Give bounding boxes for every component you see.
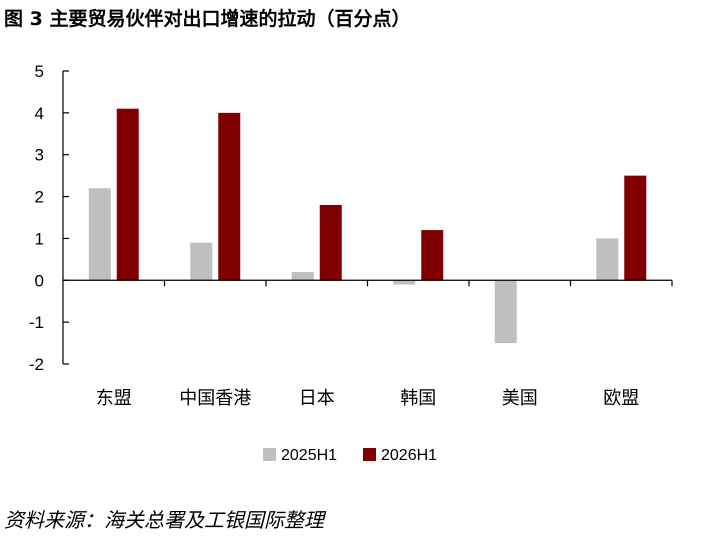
y-tick-label: 5 — [35, 62, 44, 81]
category-label: 欧盟 — [603, 388, 639, 409]
y-tick-label: 3 — [35, 146, 44, 165]
bar-2025H1-3 — [393, 280, 416, 285]
legend-label-2026H1: 2026H1 — [381, 447, 437, 464]
category-label: 韩国 — [400, 388, 436, 409]
y-tick-label: -1 — [29, 313, 44, 332]
bar-2026H1-2 — [319, 204, 342, 281]
bar-2026H1-0 — [116, 108, 139, 281]
category-label: 美国 — [502, 388, 538, 409]
legend-label-2025H1: 2025H1 — [281, 447, 337, 464]
legend-swatch-2025H1 — [263, 448, 276, 461]
bar-2026H1-1 — [218, 112, 241, 281]
y-tick-label: 0 — [35, 271, 44, 290]
source-note: 资料来源：海关总署及工银国际整理 — [4, 508, 324, 532]
bar-2025H1-1 — [190, 242, 213, 281]
category-label: 东盟 — [96, 388, 132, 409]
category-label: 中国香港 — [179, 388, 251, 409]
legend-swatch-2026H1 — [363, 448, 376, 461]
y-tick-label: 4 — [35, 104, 44, 123]
y-tick-label: -2 — [29, 355, 44, 374]
bar-2026H1-3 — [421, 230, 444, 281]
category-label: 日本 — [299, 388, 335, 409]
legend: 2025H1 2026H1 — [263, 447, 437, 464]
y-tick-label: 1 — [35, 229, 44, 248]
bar-2025H1-0 — [88, 188, 111, 281]
bar-2025H1-2 — [291, 271, 314, 281]
bar-2025H1-5 — [596, 238, 619, 281]
bar-2026H1-5 — [624, 175, 647, 281]
y-tick-label: 2 — [35, 188, 44, 207]
figure-title: 图 3 主要贸易伙伴对出口增速的拉动（百分点） — [4, 8, 411, 30]
bars-layer — [88, 108, 647, 344]
axes-layer: 5 4 3 2 1 0 -1 -2 东盟 中国香港 日本 韩国 美国 欧盟 — [29, 62, 673, 409]
bar-2025H1-4 — [494, 280, 517, 344]
